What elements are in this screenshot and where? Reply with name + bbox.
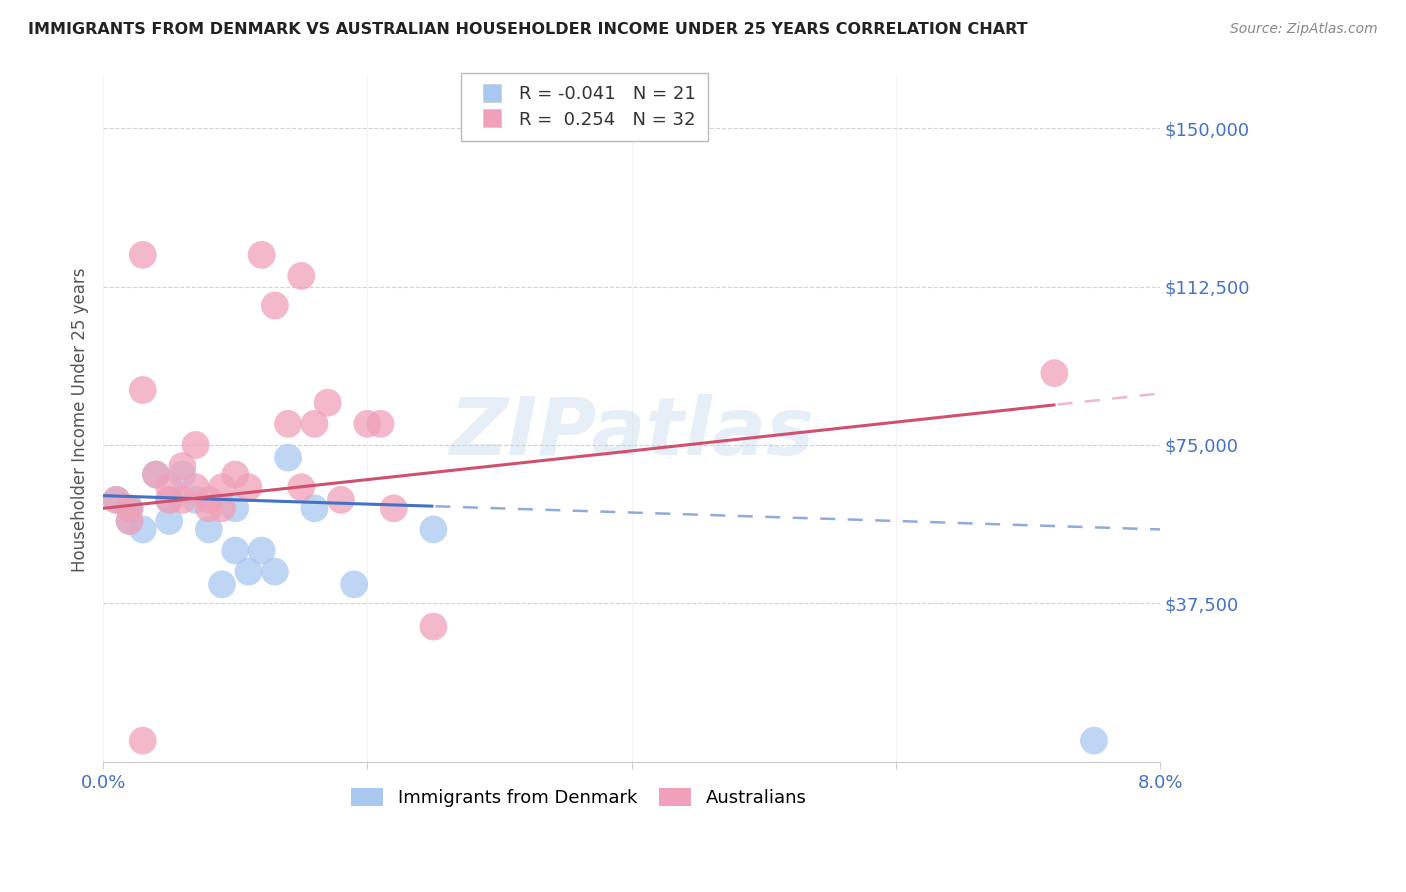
Point	[370, 417, 392, 431]
Point	[105, 492, 128, 507]
Point	[157, 492, 180, 507]
Point	[184, 492, 207, 507]
Y-axis label: Householder Income Under 25 years: Householder Income Under 25 years	[72, 268, 89, 572]
Point	[132, 733, 155, 747]
Point	[250, 248, 273, 262]
Point	[211, 501, 233, 516]
Point	[198, 523, 221, 537]
Point	[264, 565, 287, 579]
Point	[1043, 366, 1066, 380]
Point	[422, 523, 444, 537]
Point	[118, 501, 141, 516]
Point	[145, 467, 167, 482]
Text: Source: ZipAtlas.com: Source: ZipAtlas.com	[1230, 22, 1378, 37]
Point	[198, 501, 221, 516]
Point	[277, 417, 299, 431]
Point	[304, 501, 326, 516]
Point	[238, 480, 260, 494]
Point	[132, 248, 155, 262]
Point	[198, 492, 221, 507]
Point	[118, 514, 141, 528]
Point	[172, 492, 194, 507]
Point	[211, 480, 233, 494]
Point	[224, 543, 246, 558]
Point	[172, 467, 194, 482]
Point	[172, 459, 194, 474]
Point	[238, 565, 260, 579]
Point	[422, 619, 444, 633]
Point	[157, 514, 180, 528]
Point	[250, 543, 273, 558]
Text: ZIPatlas: ZIPatlas	[449, 394, 814, 472]
Point	[118, 501, 141, 516]
Point	[132, 523, 155, 537]
Point	[343, 577, 366, 591]
Point	[132, 383, 155, 397]
Point	[224, 501, 246, 516]
Point	[382, 501, 405, 516]
Point	[184, 480, 207, 494]
Point	[211, 577, 233, 591]
Point	[157, 492, 180, 507]
Point	[1083, 733, 1105, 747]
Point	[157, 480, 180, 494]
Point	[224, 467, 246, 482]
Point	[316, 395, 339, 409]
Point	[356, 417, 378, 431]
Text: IMMIGRANTS FROM DENMARK VS AUSTRALIAN HOUSEHOLDER INCOME UNDER 25 YEARS CORRELAT: IMMIGRANTS FROM DENMARK VS AUSTRALIAN HO…	[28, 22, 1028, 37]
Point	[145, 467, 167, 482]
Point	[304, 417, 326, 431]
Point	[329, 492, 352, 507]
Point	[290, 268, 312, 283]
Point	[184, 438, 207, 452]
Point	[290, 480, 312, 494]
Point	[118, 514, 141, 528]
Point	[277, 450, 299, 465]
Point	[264, 299, 287, 313]
Legend: Immigrants from Denmark, Australians: Immigrants from Denmark, Australians	[343, 781, 814, 814]
Point	[105, 492, 128, 507]
